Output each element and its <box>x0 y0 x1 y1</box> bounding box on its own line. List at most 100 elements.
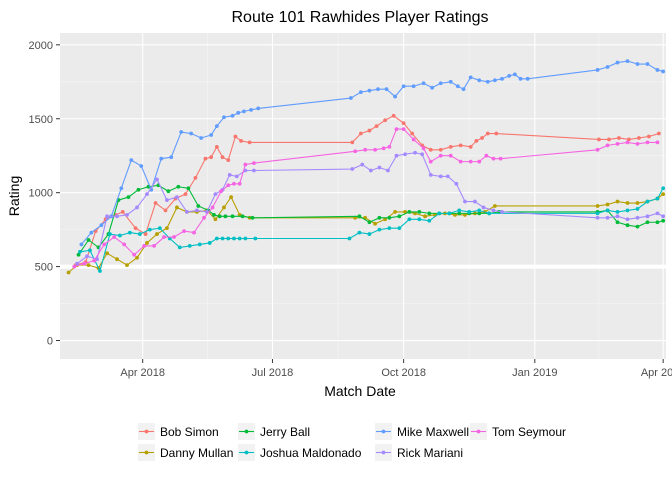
data-point <box>213 217 218 222</box>
data-point <box>147 227 152 232</box>
data-point <box>243 236 248 241</box>
data-point <box>645 62 650 66</box>
data-point <box>203 156 208 161</box>
legend-label: Bob Simon <box>160 425 219 439</box>
data-point <box>448 153 453 158</box>
y-tick-label: 0 <box>47 336 53 348</box>
data-point <box>468 144 473 149</box>
legend-label: Rick Mariani <box>397 446 463 460</box>
data-point <box>219 189 224 194</box>
data-point <box>125 212 129 217</box>
data-point <box>411 84 416 89</box>
data-point <box>595 147 600 152</box>
data-point <box>363 147 368 152</box>
data-point <box>367 232 372 236</box>
data-point <box>595 215 600 220</box>
data-point <box>86 238 91 242</box>
data-point <box>133 226 138 231</box>
data-point <box>233 134 238 139</box>
series-joshua-maldonado <box>78 186 666 273</box>
data-point <box>78 249 82 254</box>
data-point <box>220 155 225 160</box>
data-point <box>66 270 71 275</box>
data-point <box>222 115 226 120</box>
data-point <box>76 252 81 257</box>
data-point <box>207 241 212 245</box>
data-point <box>447 211 452 216</box>
data-point <box>199 136 204 140</box>
legend-item-mike-maxwell: Mike Maxwell <box>375 423 469 440</box>
data-point <box>655 196 660 201</box>
y-tick-label: 1000 <box>29 188 53 200</box>
data-point <box>420 152 425 157</box>
data-point <box>122 242 127 247</box>
data-point <box>239 139 243 143</box>
data-point <box>494 131 499 136</box>
data-point <box>237 236 242 241</box>
data-point <box>368 168 373 173</box>
data-point <box>625 201 630 205</box>
data-point <box>627 137 631 142</box>
data-point <box>187 243 192 248</box>
data-point <box>357 214 362 219</box>
data-point <box>152 243 157 248</box>
data-point <box>367 220 372 225</box>
data-point <box>240 214 245 219</box>
data-point <box>401 127 406 131</box>
data-point <box>236 110 241 115</box>
data-point <box>595 68 600 72</box>
data-point <box>645 140 650 145</box>
data-point <box>117 233 122 238</box>
data-point <box>637 136 641 140</box>
data-point <box>421 81 426 86</box>
data-point <box>428 147 433 152</box>
data-point <box>98 269 102 273</box>
legend-key-point <box>144 429 149 434</box>
data-point <box>473 199 477 204</box>
data-point <box>377 227 382 232</box>
data-point <box>407 209 412 214</box>
data-point <box>595 204 600 208</box>
data-point <box>223 214 228 219</box>
data-point <box>214 144 219 149</box>
data-point <box>142 243 147 248</box>
data-point <box>394 127 399 131</box>
data-point <box>655 211 660 216</box>
data-point <box>661 186 666 191</box>
data-point <box>185 209 189 214</box>
legend-label: Joshua Maldonado <box>260 446 362 460</box>
data-point <box>417 209 422 214</box>
data-point <box>374 124 379 129</box>
data-point <box>88 248 92 253</box>
data-point <box>393 209 397 214</box>
data-point <box>615 141 620 146</box>
data-point <box>360 162 365 167</box>
data-point <box>85 254 89 259</box>
data-point <box>163 208 168 213</box>
data-point <box>394 153 399 158</box>
data-point <box>455 84 460 89</box>
data-point <box>214 124 219 129</box>
legend-item-danny-mullan: Danny Mullan <box>138 444 233 461</box>
data-point <box>438 174 443 179</box>
data-point <box>458 159 463 164</box>
data-point <box>635 201 640 205</box>
data-point <box>367 128 372 133</box>
axes: 0 500 1000 1500 2000 Apr 2018 Jul 2018 Oct 2018… <box>29 40 672 379</box>
data-point <box>162 235 166 239</box>
data-point <box>411 137 416 142</box>
data-point <box>376 87 380 92</box>
data-point <box>353 149 358 154</box>
data-point <box>72 264 77 269</box>
data-point <box>153 201 158 205</box>
legend-label: Danny Mullan <box>160 446 233 460</box>
data-point <box>605 143 610 148</box>
data-point <box>403 152 407 157</box>
data-point <box>500 209 504 214</box>
data-point <box>217 214 222 219</box>
data-point <box>477 159 482 164</box>
series-line-mike-maxwell <box>80 60 664 245</box>
series-tom-seymour <box>72 127 660 269</box>
data-point <box>232 236 236 241</box>
data-point <box>500 76 504 81</box>
